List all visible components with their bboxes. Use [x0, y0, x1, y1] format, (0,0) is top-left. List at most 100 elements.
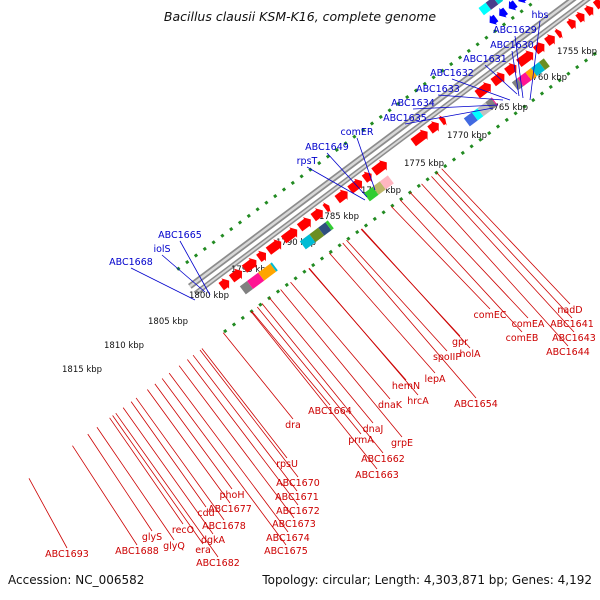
bottom-gene-label: ABC1672: [276, 506, 320, 517]
bottom-gene-label: holA: [460, 349, 481, 360]
protein-domain-band: [258, 263, 277, 281]
bottom-label-leader: [399, 199, 523, 333]
bottom-label-leader: [178, 365, 295, 519]
bottom-label-leader: [436, 172, 573, 319]
top-gene-label: rpsT: [297, 156, 318, 167]
plus-strand-gene: [584, 5, 594, 16]
scale-tick-label: 1815 kbp: [62, 365, 102, 375]
top-gene-label: ABC1630: [490, 40, 534, 51]
protein-domain-band: [318, 222, 332, 236]
protein-domain-band: [538, 58, 550, 70]
plus-strand-gene: [532, 41, 545, 55]
bottom-gene-label: ABC1664: [308, 406, 352, 417]
bottom-gene-label: ABC1678: [202, 521, 246, 532]
bottom-gene-label: ABC1673: [272, 519, 316, 530]
figure-title: Bacillus clausii KSM-K16, complete genom…: [163, 9, 437, 24]
bottom-label-leader: [280, 289, 403, 438]
plus-strand-gene: [322, 202, 331, 213]
bottom-gene-label: ABC1693: [45, 549, 89, 560]
bottom-gene-label: glyQ: [163, 541, 185, 552]
protein-domain-band: [525, 67, 538, 81]
top-label-leader: [529, 20, 541, 101]
accession-label: Accession: NC_006582: [8, 573, 145, 587]
top-label-leader: [130, 267, 196, 301]
top-gene-label: ABC1635: [383, 113, 427, 124]
bottom-label-leader: [361, 228, 471, 349]
bottom-label-leader: [96, 427, 175, 541]
top-label-leader: [511, 50, 520, 97]
bottom-label-leader: [135, 397, 225, 521]
bottom-gene-label: recO: [172, 525, 194, 536]
scale-tick-label: 1770 kbp: [447, 131, 487, 141]
bottom-gene-label: dra: [285, 420, 301, 431]
protein-domain-band: [309, 227, 325, 243]
plus-strand-gene: [310, 208, 323, 222]
top-gene-label: ABC1634: [391, 98, 435, 109]
top-label-leader: [484, 64, 518, 95]
bottom-gene-label: hrcA: [407, 396, 429, 407]
bottom-label-leader: [290, 281, 391, 400]
bottom-label-leader: [28, 478, 68, 549]
top-label-leader: [306, 166, 366, 201]
plus-strand-gene: [241, 258, 257, 273]
plus-strand-gene: [371, 160, 387, 176]
bottom-gene-label: grpE: [391, 438, 413, 449]
bottom-label-leader: [122, 407, 214, 535]
bottom-label-leader: [192, 354, 298, 492]
bottom-label-leader: [199, 349, 299, 478]
plus-strand-gene: [490, 71, 505, 87]
bottom-label-leader: [409, 192, 529, 319]
bottom-gene-label: ABC1671: [275, 492, 319, 503]
protein-domain-band: [379, 175, 394, 190]
scale-tick-label: 1775 kbp: [404, 159, 444, 169]
bottom-label-leader: [441, 168, 571, 305]
bottom-gene-label: prmA: [348, 435, 374, 446]
bottom-gene-label: lepA: [424, 374, 446, 385]
top-gene-label: ABC1631: [463, 54, 507, 65]
scale-tick-label: 1790 kbp: [276, 238, 316, 248]
plus-strand-gene: [265, 239, 282, 255]
bottom-gene-label: nadD: [557, 305, 582, 316]
plus-strand-gene: [516, 50, 534, 67]
minus-strand-gene: [518, 0, 528, 4]
bottom-gene-label: dnaJ: [363, 424, 384, 435]
bottom-label-leader: [161, 378, 287, 546]
bottom-gene-label: rpsU: [276, 459, 298, 470]
bottom-label-leader: [391, 206, 491, 310]
top-label-leader: [161, 254, 206, 293]
plus-strand-gene: [427, 121, 439, 134]
protein-domain-band: [372, 181, 386, 195]
bottom-label-leader: [112, 415, 204, 545]
bottom-label-leader: [250, 311, 378, 470]
protein-domain-band: [511, 78, 524, 91]
bottom-gene-label: comEC: [474, 310, 507, 321]
top-gene-label: ABC1633: [416, 84, 460, 95]
plus-strand-gene: [575, 11, 585, 23]
bottom-gene-label: ABC1682: [196, 558, 240, 569]
top-label-leader: [412, 104, 499, 110]
bottom-label-leader: [187, 359, 299, 506]
plus-strand-gene: [280, 227, 298, 244]
bottom-gene-label: gpr: [452, 337, 468, 348]
bottom-gene-label: dgkA: [201, 535, 226, 546]
plus-strand-gene: [347, 178, 362, 194]
bottom-gene-label: dnaK: [378, 400, 403, 411]
backbone-outer-highlight: [189, 0, 574, 288]
bottom-label-leader: [251, 310, 331, 406]
top-label-leader: [437, 94, 504, 101]
bottom-gene-label: hemN: [392, 381, 420, 392]
bottom-label-leader: [201, 348, 288, 459]
bottom-gene-label: phoH: [219, 490, 244, 501]
scale-tick-label: 1810 kbp: [104, 341, 144, 351]
plus-strand-gene: [438, 115, 447, 126]
bottom-label-leader: [147, 389, 231, 504]
bottom-label-leader: [269, 297, 374, 424]
bottom-label-leader: [115, 412, 219, 558]
plus-strand-gene: [566, 18, 576, 30]
top-label-leader: [514, 35, 524, 99]
bottom-label-leader: [130, 401, 207, 508]
plus-strand-gene: [361, 171, 372, 183]
top-label-leader: [451, 78, 511, 101]
protein-domain-band: [463, 112, 478, 127]
